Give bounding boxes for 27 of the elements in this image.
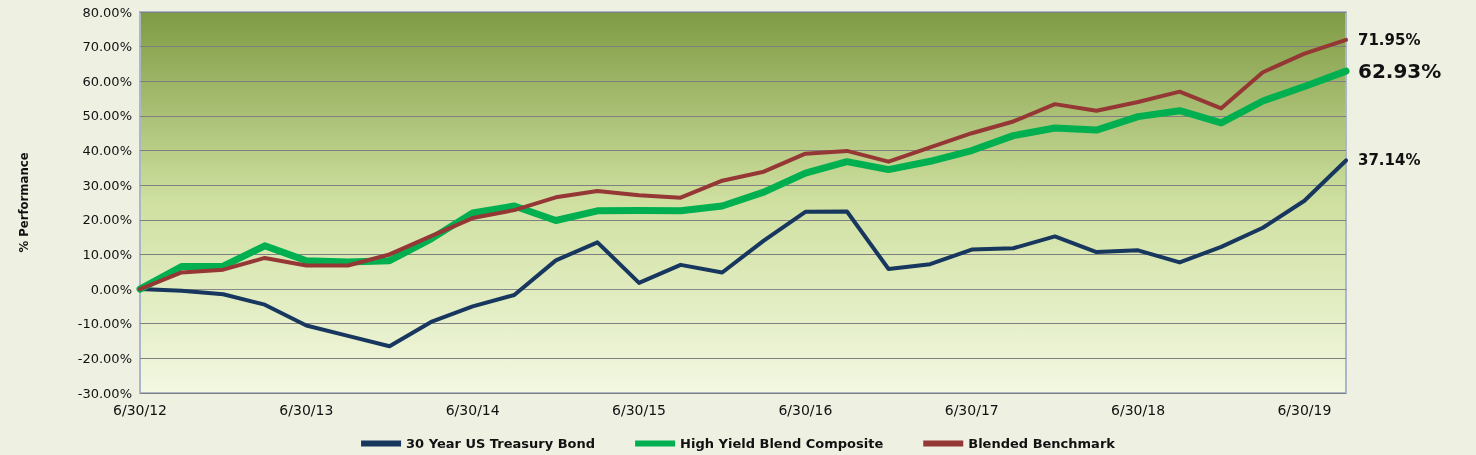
legend-label: Blended Benchmark [968,436,1116,451]
x-tick-label: 6/30/15 [612,402,667,418]
data-label: 62.93% [1358,59,1442,84]
y-tick-label: -20.00% [77,350,132,366]
legend-label: High Yield Blend Composite [680,436,884,451]
x-tick-label: 6/30/13 [279,402,334,418]
y-tick-label: 40.00% [82,143,132,159]
y-tick-label: 70.00% [82,39,132,55]
data-label: 71.95% [1358,30,1421,49]
y-tick-label: 0.00% [90,281,132,297]
y-tick-label: 60.00% [82,73,132,89]
y-tick-label: 10.00% [82,246,132,262]
y-tick-label: 80.00% [82,4,132,20]
y-tick-label: 30.00% [82,177,132,193]
y-tick-label: -30.00% [77,385,132,401]
x-tick-label: 6/30/17 [944,402,999,418]
y-tick-label: 20.00% [82,212,132,228]
y-tick-label: 50.00% [82,108,132,124]
x-tick-label: 6/30/12 [113,402,167,418]
x-tick-label: 6/30/18 [1111,402,1166,418]
y-tick-label: -10.00% [77,316,132,332]
legend-label: 30 Year US Treasury Bond [406,436,596,451]
data-label: 37.14% [1358,151,1421,170]
y-axis-title: % Performance [16,152,31,253]
x-tick-label: 6/30/19 [1277,402,1332,418]
x-tick-label: 6/30/16 [778,402,833,418]
x-tick-label: 6/30/14 [445,402,500,418]
